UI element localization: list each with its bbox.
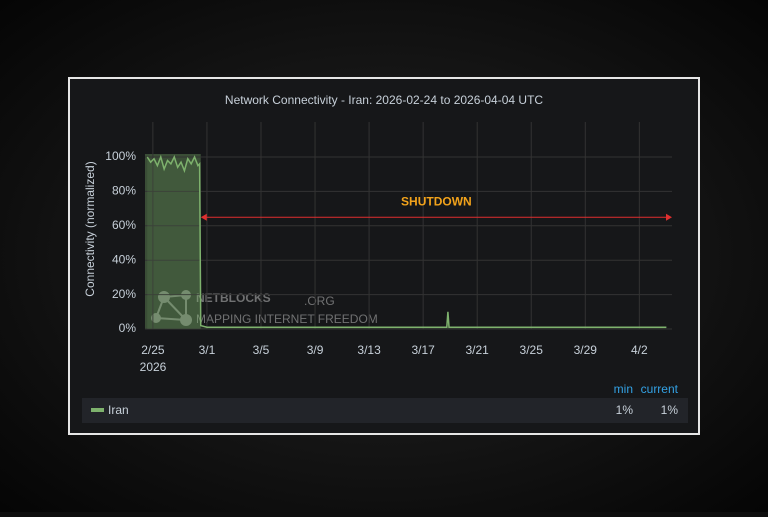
watermark-suffix: .ORG [304,294,335,308]
legend-value: 1% [616,403,634,417]
plot: 0% 20% 40% 60% 80% 100% 2/25 3/1 3/5 3/9 3/13 3/17 3… [105,122,672,357]
annotation-label: SHUTDOWN [401,194,472,208]
arrow-head [666,213,672,221]
shaded-region [145,154,201,329]
legend-value: 1% [661,403,679,417]
chart-title: Network Connectivity - Iran: 2026-02-24 … [225,93,543,107]
legend-row [82,398,688,423]
y-axis-label: Connectivity (normalized) [83,161,97,296]
series-line [146,154,667,329]
y-tick-label: 100% [105,149,136,163]
panel [68,77,700,435]
watermark-subtitle: MAPPING INTERNET FREEDOM [196,312,378,326]
legend-swatch [91,408,104,412]
x-tick-label: 3/13 [357,343,381,357]
x-tick-label: 3/29 [574,343,598,357]
x-tick-label: 3/21 [466,343,490,357]
x-tick-label: 3/25 [520,343,544,357]
legend-header: current [641,382,679,396]
x-tick-label: 3/5 [253,343,270,357]
x-year-label: 2026 [140,360,167,374]
x-tick-label: 4/2 [631,343,648,357]
x-tick-label: 3/17 [411,343,435,357]
legend-label: Iran [108,403,129,417]
y-tick-label: 80% [112,184,136,198]
x-tick-label: 3/1 [199,343,216,357]
y-tick-label: 40% [112,252,136,266]
x-tick-label: 2/25 [141,343,165,357]
y-tick-label: 0% [119,321,137,335]
y-tick-label: 60% [112,218,136,232]
x-tick-label: 3/9 [307,343,324,357]
arrow-head [200,213,207,221]
legend-header: min [614,382,633,396]
y-tick-label: 20% [112,287,136,301]
